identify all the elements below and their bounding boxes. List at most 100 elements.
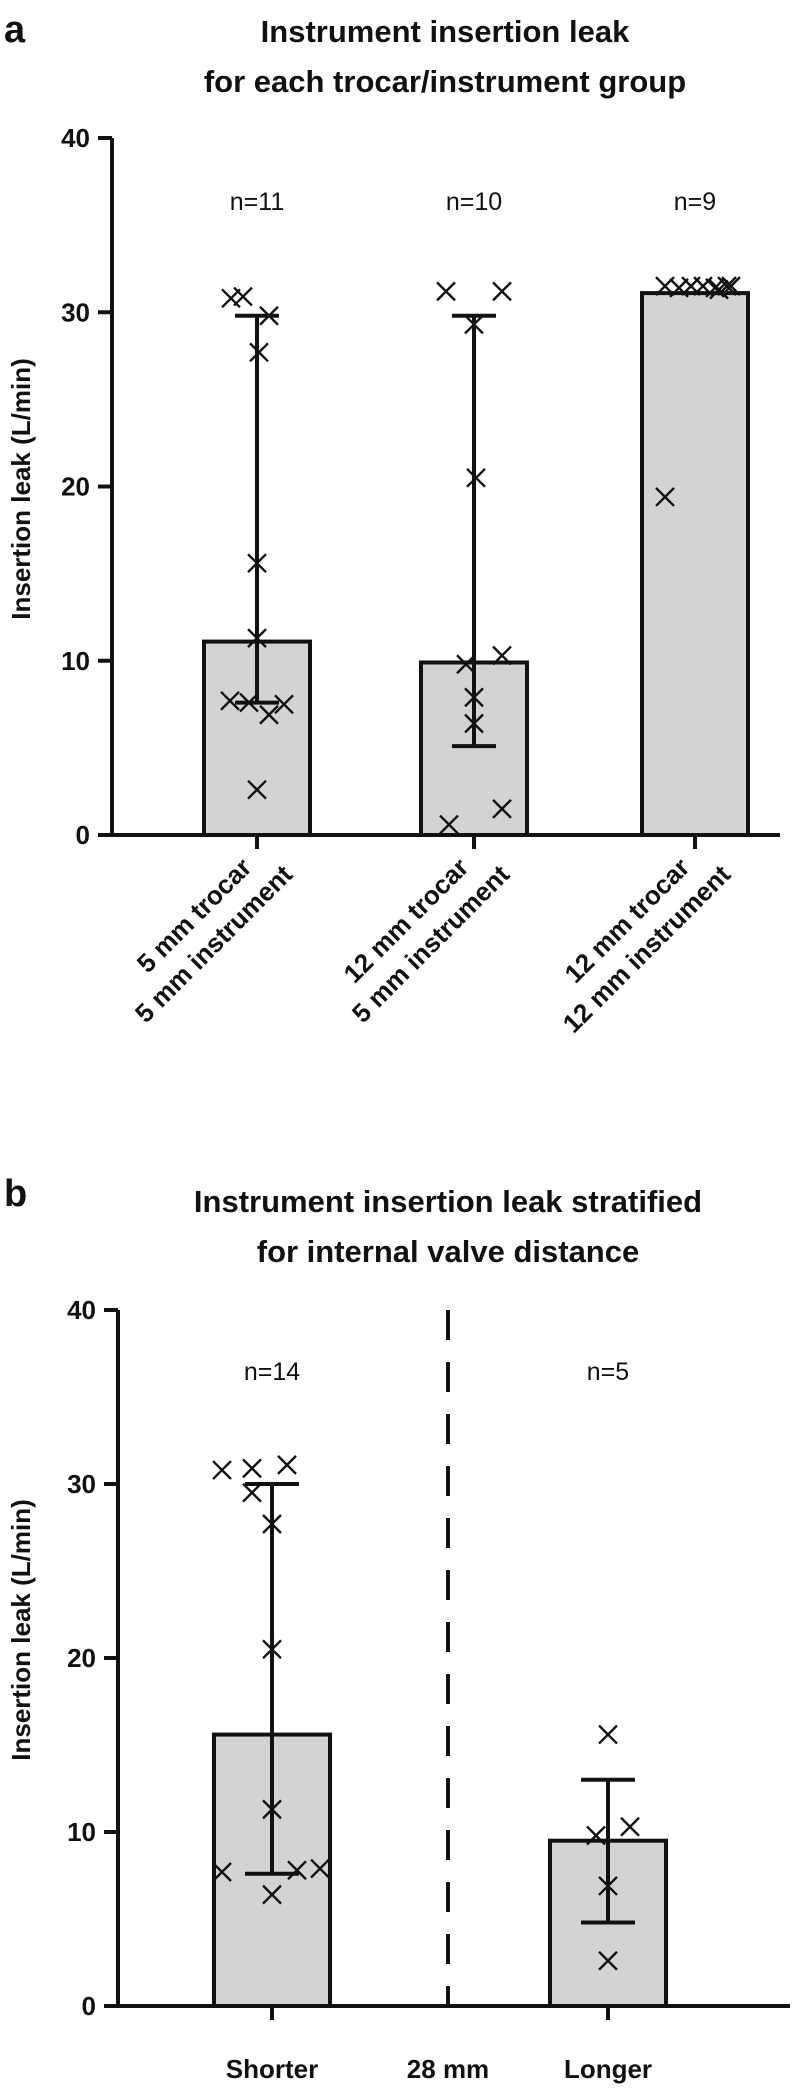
- data-point-stroke: [598, 1950, 618, 1971]
- data-point: [655, 487, 675, 507]
- panel-b-labels: n=14 n=5 Shorter 28 mm Longer: [226, 1358, 652, 2084]
- data-point: [242, 1482, 262, 1503]
- y-tick-label: 40: [61, 123, 90, 153]
- data-point-stroke: [262, 1639, 282, 1660]
- panel-a-title-line-1: Instrument insertion leak: [261, 14, 630, 49]
- data-point: [247, 628, 267, 648]
- data-point-stroke: [464, 314, 484, 335]
- data-point-stroke: [242, 1458, 262, 1479]
- data-point: [259, 305, 279, 326]
- data-point: [464, 713, 484, 734]
- data-point-stroke: [492, 281, 512, 302]
- data-point-stroke: [492, 799, 512, 819]
- data-point-stroke: [709, 279, 729, 300]
- category-label: Longer: [564, 2054, 652, 2084]
- panel-b-bars: [212, 1732, 668, 2009]
- data-point: [259, 704, 279, 725]
- data-point-stroke: [212, 1862, 232, 1882]
- data-point-stroke: [456, 654, 476, 675]
- data-point: [212, 1862, 232, 1882]
- data-point-stroke: [655, 487, 675, 507]
- data-point-stroke: [247, 553, 267, 574]
- panel-b-points: [212, 1455, 640, 1971]
- data-point: [239, 692, 259, 713]
- data-point-stroke: [287, 1860, 307, 1881]
- data-point: [221, 288, 241, 309]
- data-point-stroke: [212, 1460, 232, 1480]
- panel-b-letter: b: [4, 1173, 27, 1215]
- data-point: [262, 1514, 282, 1534]
- data-point: [233, 286, 253, 307]
- data-point: [598, 1950, 618, 1971]
- panel-b: b Instrument insertion leak stratified f…: [4, 1173, 790, 2084]
- n-label: n=10: [446, 188, 502, 216]
- data-point-stroke: [262, 1799, 282, 1820]
- data-point: [262, 1884, 282, 1905]
- data-point-stroke: [586, 1825, 606, 1846]
- data-point: [466, 467, 486, 488]
- data-point-stroke: [221, 288, 241, 309]
- data-point: [620, 1816, 640, 1837]
- data-point: [598, 1876, 618, 1896]
- panel-a-points: [220, 276, 741, 835]
- data-point: [705, 278, 725, 298]
- data-point: [249, 342, 269, 363]
- data-point-stroke: [598, 1876, 618, 1896]
- data-point-stroke: [598, 1724, 618, 1745]
- y-tick-label: 0: [82, 1991, 96, 2021]
- data-point: [274, 694, 294, 715]
- n-label: n=9: [674, 188, 716, 216]
- y-tick-label: 30: [61, 297, 90, 327]
- data-point-stroke: [669, 278, 689, 298]
- y-tick-label: 20: [61, 472, 90, 502]
- data-point-stroke: [705, 278, 725, 298]
- data-point: [721, 276, 741, 296]
- data-point: [464, 687, 484, 708]
- data-point: [262, 1639, 282, 1660]
- category-label: 28 mm: [407, 2054, 489, 2084]
- data-point-stroke: [262, 1884, 282, 1905]
- y-tick-label: 10: [61, 646, 90, 676]
- data-point: [586, 1825, 606, 1846]
- data-point: [598, 1724, 618, 1745]
- data-point-stroke: [464, 687, 484, 708]
- data-point-stroke: [466, 467, 486, 488]
- data-point: [262, 1799, 282, 1820]
- data-point-stroke: [274, 694, 294, 715]
- data-point: [709, 279, 729, 300]
- data-point-stroke: [439, 814, 459, 835]
- data-point-stroke: [693, 276, 713, 296]
- data-point: [220, 690, 240, 711]
- data-point: [669, 278, 689, 298]
- data-point: [242, 1458, 262, 1479]
- y-tick-label: 10: [67, 1817, 96, 1847]
- data-point: [247, 553, 267, 574]
- data-point-stroke: [277, 1455, 297, 1475]
- bar: [640, 291, 750, 837]
- data-point: [492, 281, 512, 302]
- panel-b-y-axis-label: Insertion leak (L/min): [6, 1499, 36, 1761]
- data-point-stroke: [233, 286, 253, 307]
- data-point: [247, 779, 267, 800]
- data-point: [456, 654, 476, 675]
- data-point-stroke: [464, 713, 484, 734]
- data-point-stroke: [436, 281, 456, 302]
- n-label: n=14: [244, 1358, 300, 1386]
- data-point: [492, 645, 512, 666]
- category-label: Shorter: [226, 2054, 318, 2084]
- data-point-stroke: [492, 645, 512, 666]
- n-label: n=11: [230, 188, 284, 216]
- panel-b-title-line-1: Instrument insertion leak stratified: [194, 1184, 702, 1219]
- n-label: n=5: [587, 1358, 629, 1386]
- data-point-stroke: [247, 628, 267, 648]
- data-point-stroke: [247, 779, 267, 800]
- panel-a: a Instrument insertion leak for each tro…: [4, 9, 780, 1039]
- data-point: [310, 1858, 330, 1879]
- data-point: [212, 1460, 232, 1480]
- data-point: [439, 814, 459, 835]
- data-point-stroke: [259, 704, 279, 725]
